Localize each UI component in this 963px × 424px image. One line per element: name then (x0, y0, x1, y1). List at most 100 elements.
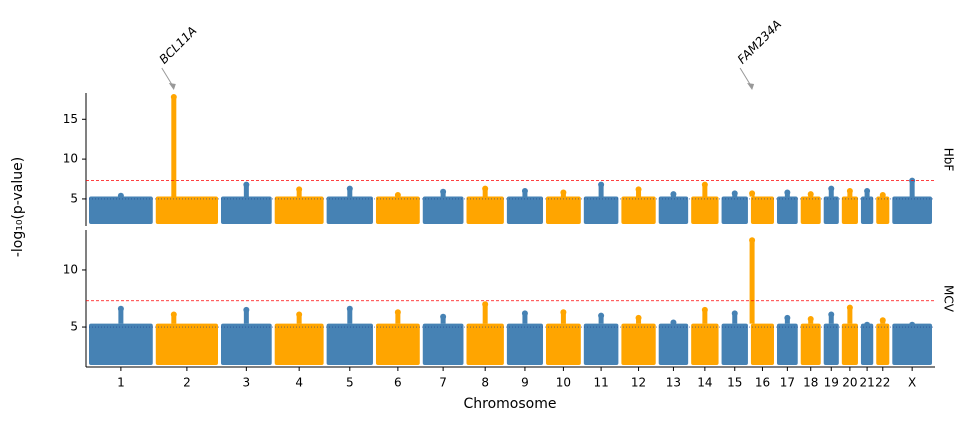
peak-point (807, 191, 814, 198)
peak-point (784, 314, 791, 321)
snp-band (892, 323, 932, 365)
peak-point (117, 192, 124, 199)
peak-point (879, 317, 886, 324)
annotation-arrow (161, 67, 174, 87)
y-tick-label: 5 (70, 191, 78, 205)
peak-point (170, 311, 177, 318)
snp-band (876, 196, 890, 224)
x-tick-label: 2 (183, 376, 191, 390)
y-tick-label: 10 (63, 262, 78, 276)
annotation: FAM234A (735, 17, 784, 66)
peak-point (482, 185, 489, 192)
peak-point (560, 309, 567, 316)
peak-point (846, 187, 853, 194)
snp-band (326, 323, 373, 365)
peak-point (879, 191, 886, 198)
peak-point (749, 190, 756, 197)
x-tick-label: 15 (727, 376, 742, 390)
snp-band (621, 323, 656, 365)
y-tick-label: 10 (63, 152, 78, 166)
peak-point (635, 186, 642, 193)
snp-band (691, 323, 719, 365)
x-tick-label: 12 (631, 376, 646, 390)
snp-band (221, 323, 272, 365)
peak-point (731, 190, 738, 197)
snp-band (621, 196, 656, 224)
snp-band (422, 196, 464, 224)
peak-point (243, 306, 250, 313)
snp-band (583, 196, 619, 224)
snp-band (841, 196, 858, 224)
snp-band (750, 323, 774, 365)
peak-point (864, 321, 871, 328)
snp-band (466, 196, 504, 224)
snp-band (422, 323, 464, 365)
peak-point (560, 189, 567, 196)
annotation-arrowhead (168, 83, 176, 90)
x-tick-label: 3 (243, 376, 251, 390)
snp-band (776, 196, 798, 224)
peak-point (521, 310, 528, 317)
snp-band (155, 323, 218, 365)
peak-point (784, 189, 791, 196)
annotation-arrow (739, 67, 752, 87)
snp-band (375, 196, 420, 224)
peak-point (170, 93, 177, 100)
peak-point (243, 181, 250, 188)
peak-point (296, 311, 303, 318)
peak-point (346, 185, 353, 192)
peak-point (117, 305, 124, 312)
x-tick-label: 5 (346, 376, 354, 390)
snp-band (506, 323, 543, 365)
x-tick-label: 10 (556, 376, 571, 390)
x-tick-label: 7 (439, 376, 447, 390)
snp-band (326, 196, 373, 224)
panel-label: HbF (942, 148, 956, 172)
x-tick-label: 18 (803, 376, 818, 390)
annotation-arrowhead (747, 83, 755, 90)
peak-point (346, 305, 353, 312)
peak-point (440, 188, 447, 195)
peak-point (749, 237, 756, 244)
x-tick-label: 22 (875, 376, 890, 390)
snp-band (721, 323, 748, 365)
x-tick-label: 9 (521, 376, 529, 390)
snp-band (750, 196, 774, 224)
peak-point (296, 186, 303, 193)
snp-band (375, 323, 420, 365)
x-tick-label: 1 (117, 376, 125, 390)
snp-band (691, 196, 719, 224)
peak-point (440, 313, 447, 320)
peak-point (864, 187, 871, 194)
x-tick-label: 19 (824, 376, 839, 390)
peak-point (394, 191, 401, 198)
snp-band (876, 323, 890, 365)
peak-point (670, 191, 677, 198)
x-tick-label: 21 (859, 376, 874, 390)
snp-band (466, 323, 504, 365)
x-tick-label: 11 (593, 376, 608, 390)
snp-band (800, 323, 821, 365)
snp-band (860, 196, 874, 224)
y-tick-label: 15 (63, 112, 78, 126)
snp-band (658, 323, 689, 365)
y-axis-label: -log₁₀(p-value) (10, 157, 26, 257)
snp-band (545, 323, 581, 365)
peak-point (701, 181, 708, 188)
peak-point (670, 319, 677, 326)
peak-point (394, 309, 401, 316)
x-tick-label: 8 (481, 376, 489, 390)
peak-point (482, 301, 489, 308)
x-tick-label: 20 (842, 376, 857, 390)
snp-band (800, 196, 821, 224)
snp-band (155, 196, 218, 224)
snp-band (221, 196, 272, 224)
snp-band (776, 323, 798, 365)
annotation: BCL11A (157, 24, 200, 67)
peak-point (807, 316, 814, 323)
x-tick-label: 17 (780, 376, 795, 390)
snp-band (89, 196, 153, 224)
snp-band (89, 323, 153, 365)
peak-point (909, 321, 916, 328)
